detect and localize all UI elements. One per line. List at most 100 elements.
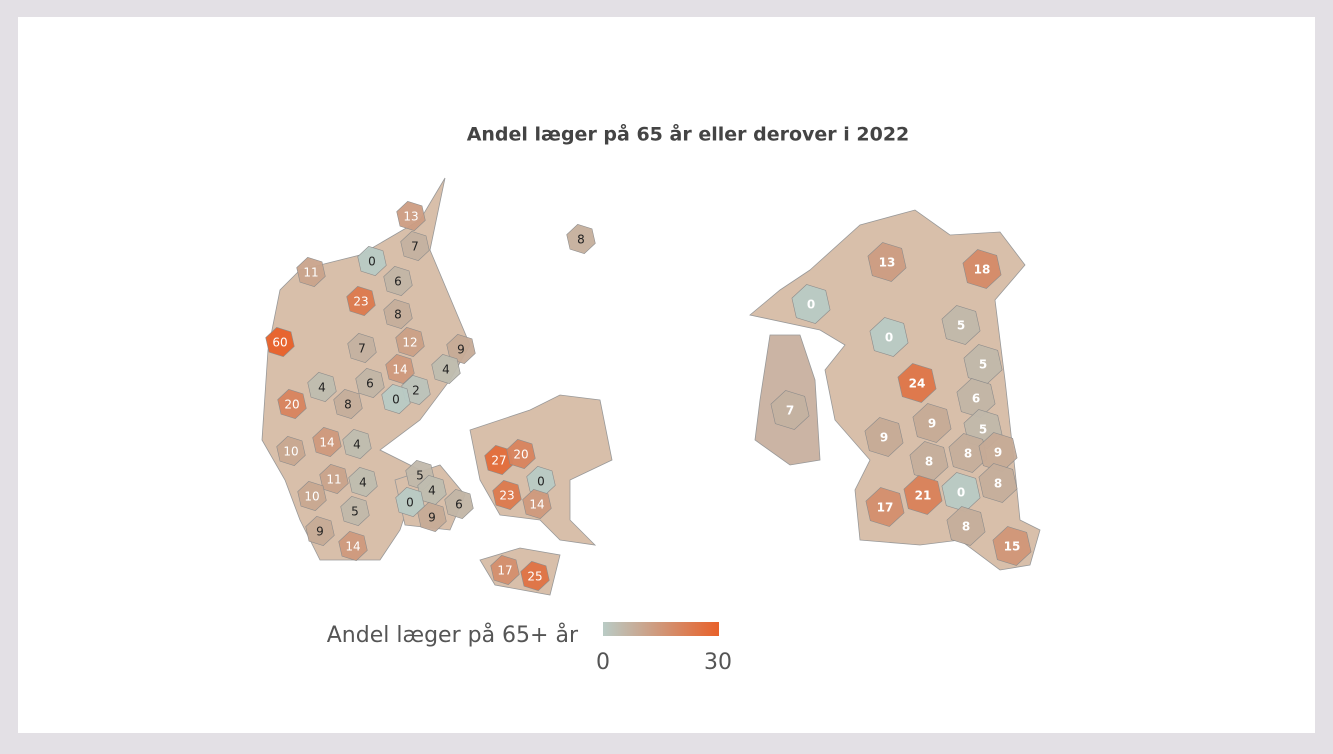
region xyxy=(903,475,943,515)
region xyxy=(490,555,520,585)
region xyxy=(522,489,552,519)
region xyxy=(566,224,596,254)
region-label: 14 xyxy=(345,540,360,554)
region-label: 0 xyxy=(537,475,545,489)
region-label: 7 xyxy=(786,404,794,418)
region xyxy=(396,201,426,231)
region xyxy=(946,506,986,546)
region-label: 60 xyxy=(272,336,287,350)
region xyxy=(348,467,378,497)
region-label: 6 xyxy=(394,275,402,289)
region xyxy=(347,333,377,363)
region-label: 13 xyxy=(403,210,418,224)
region-label: 10 xyxy=(283,445,298,459)
region-label: 5 xyxy=(979,358,987,372)
region xyxy=(297,481,327,511)
region-label: 27 xyxy=(491,454,506,468)
region xyxy=(305,516,335,546)
region xyxy=(276,436,306,466)
region-label: 5 xyxy=(979,423,987,437)
region-label: 4 xyxy=(428,484,436,498)
region-label: 0 xyxy=(807,298,815,312)
region xyxy=(307,372,337,402)
region-label: 4 xyxy=(318,381,326,395)
region-label: 7 xyxy=(411,240,419,254)
region xyxy=(319,464,349,494)
region-label: 8 xyxy=(994,477,1002,491)
region-label: 14 xyxy=(319,436,334,450)
region-label: 4 xyxy=(353,438,361,452)
region xyxy=(395,487,425,517)
legend-max: 30 xyxy=(704,650,732,675)
region xyxy=(385,354,415,384)
region xyxy=(312,427,342,457)
region-label: 7 xyxy=(358,342,366,356)
region xyxy=(342,429,372,459)
region xyxy=(992,526,1032,566)
region xyxy=(446,334,476,364)
region-label: 2 xyxy=(412,384,420,398)
region-label: 0 xyxy=(392,393,400,407)
region-label: 9 xyxy=(316,525,324,539)
region-label: 0 xyxy=(406,496,414,510)
region-label: 12 xyxy=(402,336,417,350)
region-label: 17 xyxy=(497,564,512,578)
region-label: 9 xyxy=(457,343,465,357)
region-label: 5 xyxy=(351,505,359,519)
region-label: 8 xyxy=(962,520,970,534)
region-label: 9 xyxy=(994,446,1002,460)
legend-gradient xyxy=(603,622,719,636)
region-label: 11 xyxy=(326,473,341,487)
region-label: 5 xyxy=(416,469,424,483)
region-label: 9 xyxy=(928,417,936,431)
region-label: 5 xyxy=(957,319,965,333)
region xyxy=(864,417,904,457)
region xyxy=(948,433,988,473)
region-label: 6 xyxy=(455,498,463,512)
region-label: 0 xyxy=(957,486,965,500)
region-label: 10 xyxy=(304,490,319,504)
region xyxy=(395,327,425,357)
region-label: 15 xyxy=(1004,540,1021,554)
region xyxy=(897,363,937,403)
region xyxy=(296,257,326,287)
region xyxy=(357,246,387,276)
title: Andel læger på 65 år eller derover i 202… xyxy=(467,122,910,146)
region xyxy=(444,489,474,519)
legend-title: Andel læger på 65+ år xyxy=(327,622,579,648)
region-label: 20 xyxy=(513,448,528,462)
region-label: 23 xyxy=(499,489,514,503)
region-label: 23 xyxy=(353,295,368,309)
region xyxy=(400,231,430,261)
region xyxy=(340,496,370,526)
region-label: 8 xyxy=(394,308,402,322)
region xyxy=(962,249,1002,289)
region xyxy=(338,531,368,561)
region-label: 8 xyxy=(577,233,585,247)
region xyxy=(865,487,905,527)
region-label: 14 xyxy=(529,498,544,512)
region xyxy=(381,384,411,414)
region-label: 4 xyxy=(442,363,450,377)
region xyxy=(383,266,413,296)
region-label: 21 xyxy=(915,489,932,503)
region-label: 0 xyxy=(368,255,376,269)
region xyxy=(346,286,376,316)
region-label: 4 xyxy=(359,476,367,490)
region xyxy=(770,390,810,430)
region xyxy=(383,299,413,329)
region xyxy=(867,242,907,282)
region xyxy=(791,284,831,324)
region-label: 9 xyxy=(880,431,888,445)
region xyxy=(912,403,952,443)
region-label: 8 xyxy=(344,398,352,412)
region xyxy=(978,463,1018,503)
region-label: 18 xyxy=(974,263,991,277)
region xyxy=(520,561,550,591)
region-label: 6 xyxy=(366,377,374,391)
region-label: 0 xyxy=(885,331,893,345)
panel xyxy=(18,17,1315,733)
region xyxy=(869,317,909,357)
